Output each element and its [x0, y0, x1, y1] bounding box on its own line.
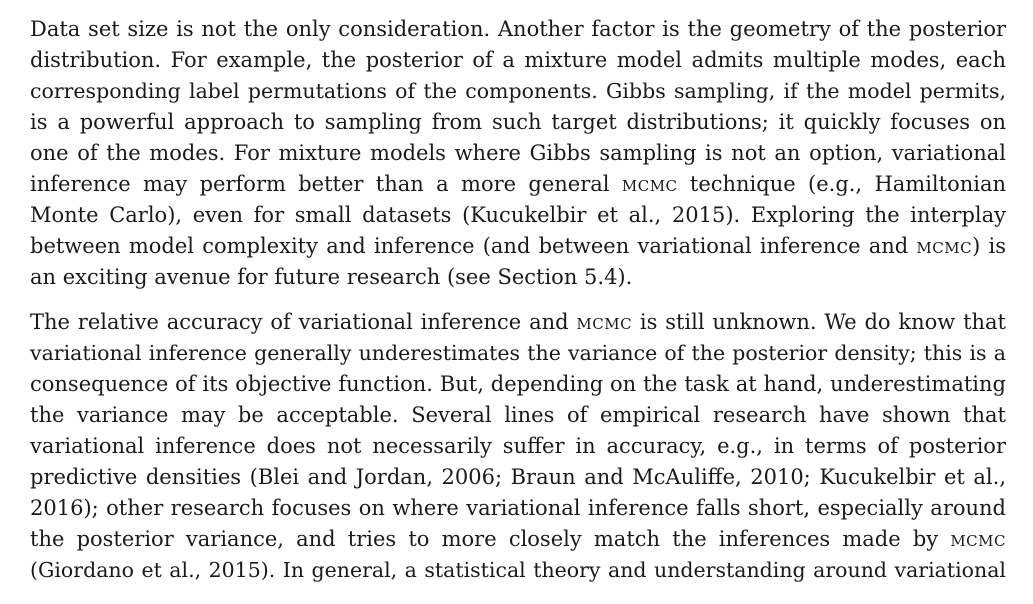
text-line: corresponding label permutations of the … — [30, 79, 1006, 103]
text-line: consequence of its objective function. B… — [30, 372, 1006, 396]
text-line: between model complexity and inference (… — [30, 234, 1006, 258]
document-body: Data set size is not the only considerat… — [30, 14, 1006, 586]
text-line: (Giordano et al., 2015). In general, a s… — [30, 558, 1006, 582]
text-line: an exciting avenue for future research (… — [30, 265, 633, 289]
text-line: inference may perform better than a more… — [30, 172, 1007, 196]
text-line: the variance may be acceptable. Several … — [30, 403, 1006, 427]
text-line: one of the modes. For mixture models whe… — [30, 141, 1006, 165]
text-line: the posterior variance, and tries to mor… — [30, 527, 1006, 551]
text-line: variational inference does not necessari… — [30, 434, 1006, 458]
text-line: Monte Carlo), even for small datasets (K… — [30, 203, 1006, 227]
mcmc-acronym: MCMC — [950, 527, 1006, 551]
paragraph-geometry: Data set size is not the only considerat… — [30, 14, 1006, 293]
mcmc-acronym: MCMC — [916, 234, 973, 258]
text-line: predictive densities (Blei and Jordan, 2… — [30, 465, 1006, 489]
text-line: distribution. For example, the posterior… — [30, 48, 1006, 72]
text-line: Data set size is not the only considerat… — [30, 17, 1006, 41]
text-line: variational inference generally underest… — [30, 341, 1006, 365]
mcmc-acronym: MCMC — [621, 172, 678, 196]
text-line: 2016); other research focuses on where v… — [30, 496, 1006, 520]
text-line: is a powerful approach to sampling from … — [30, 110, 1006, 134]
paragraph-accuracy: The relative accuracy of variational inf… — [30, 307, 1006, 586]
text-line: The relative accuracy of variational inf… — [30, 310, 1006, 334]
mcmc-acronym: MCMC — [576, 310, 633, 334]
